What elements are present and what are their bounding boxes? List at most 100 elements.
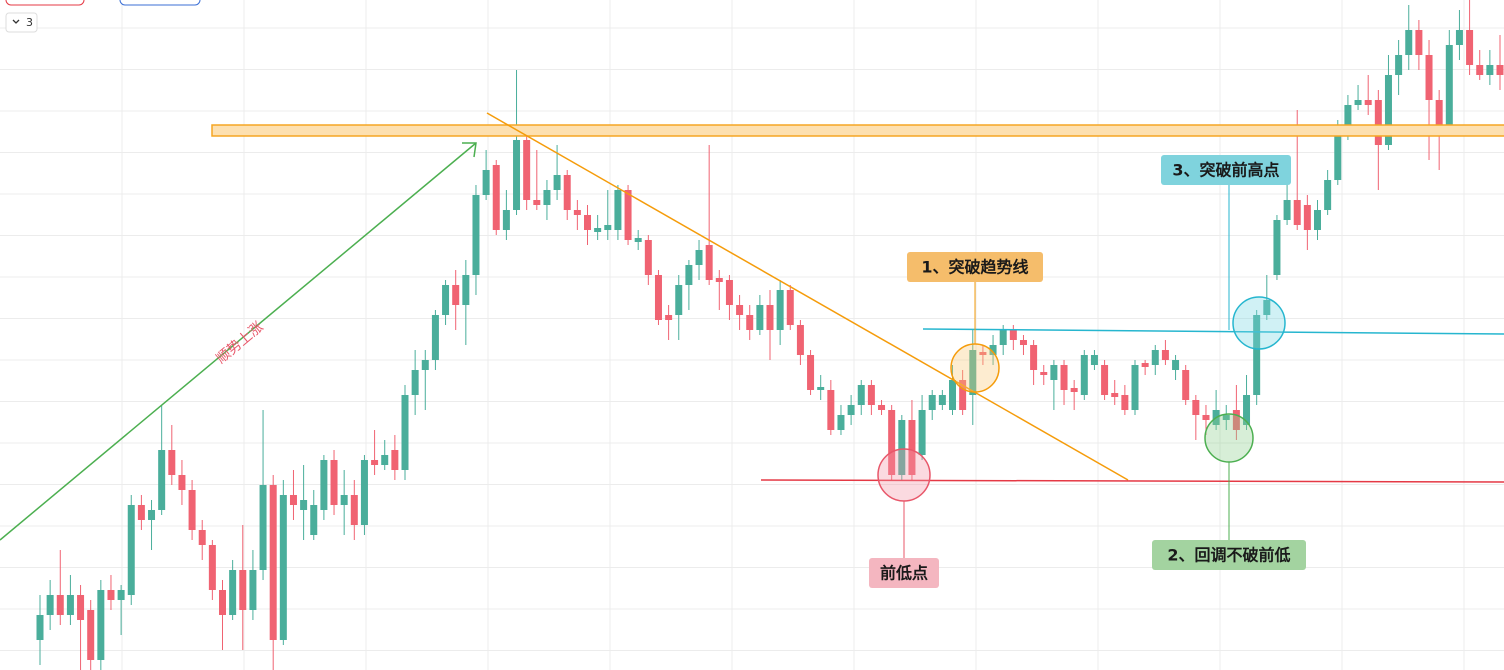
candle-body [766, 305, 774, 330]
candle-body [604, 225, 612, 230]
candle-body [1141, 363, 1149, 367]
candle-body [644, 240, 652, 275]
candle-body [867, 385, 875, 405]
candle-body [1101, 365, 1109, 395]
candle-body [533, 200, 541, 205]
candle-body [908, 420, 916, 475]
candle-body [1040, 372, 1048, 375]
candle-body [1192, 400, 1200, 415]
candle-body [837, 415, 845, 430]
candle-body [634, 238, 642, 242]
candle-body [492, 165, 500, 230]
candle-body [127, 505, 135, 595]
candle-body [381, 455, 389, 465]
candle-body [989, 345, 997, 355]
candle-body [1182, 370, 1190, 400]
candle-body [472, 195, 480, 275]
candle-body [695, 250, 703, 265]
low-circle [877, 448, 931, 502]
button[interactable] [119, 0, 201, 6]
candle-body [654, 275, 662, 320]
candle-body [148, 510, 156, 520]
candle-body [442, 285, 450, 315]
candle-body [1111, 393, 1119, 397]
arrow-head [462, 142, 477, 158]
candle-body [1151, 350, 1159, 365]
candle-body [198, 530, 206, 545]
candle-body [847, 405, 855, 415]
candle-body [56, 595, 64, 615]
annotation: 3、突破前高点 [1172, 161, 1279, 180]
candle-body [330, 460, 338, 505]
candle-body [1455, 30, 1463, 45]
candle-body [391, 450, 399, 470]
candle-body [1334, 130, 1342, 180]
candle-body [1415, 30, 1423, 55]
candle-body [594, 228, 602, 232]
candle-body [979, 352, 987, 355]
pullback-circle [1204, 413, 1254, 463]
candle-body [725, 280, 733, 305]
candle-body [66, 595, 74, 615]
dropdown[interactable] [5, 12, 38, 33]
candle-body [1476, 65, 1484, 75]
candle-body [786, 290, 794, 325]
candle-body [878, 405, 886, 410]
candle-body [1202, 415, 1210, 420]
annotation: 前低点 [880, 564, 928, 583]
candle-body [959, 380, 967, 410]
candle-body [796, 325, 804, 355]
candle-body [1172, 360, 1180, 370]
candle-body [431, 315, 439, 360]
candle-body [87, 610, 95, 660]
candle-body [1222, 415, 1230, 420]
high-circle [1232, 296, 1286, 350]
candle-body [1121, 395, 1129, 410]
candle-body [1324, 180, 1332, 210]
candle-body [36, 615, 44, 640]
candle-body [573, 210, 581, 215]
candle-body [1080, 355, 1088, 395]
uptrend-arrow [0, 142, 477, 541]
candle-body [462, 275, 470, 305]
candle-body [624, 190, 632, 240]
candle-body [1131, 365, 1139, 410]
candle-body [543, 190, 551, 205]
candle-body [553, 175, 561, 190]
candle-body [1354, 100, 1362, 105]
candle-body [675, 285, 683, 315]
candle-body [1314, 210, 1321, 230]
candle-body [999, 330, 1007, 345]
candle-body [401, 395, 409, 470]
candle-body [807, 355, 815, 390]
candle-body [1466, 30, 1474, 65]
button[interactable] [5, 0, 85, 6]
candle-body [452, 285, 460, 305]
candle-body [888, 410, 896, 475]
candle-body [107, 590, 115, 600]
candle-body [1496, 65, 1504, 75]
candle-body [1243, 395, 1251, 425]
toolbar: 3 [5, 0, 201, 33]
candle-body [1232, 410, 1240, 430]
candle-body [421, 360, 429, 370]
candle-body [229, 570, 237, 615]
candle-body [1263, 300, 1271, 315]
label-box [1161, 155, 1291, 185]
candle-body [117, 590, 125, 600]
candle-body [502, 210, 510, 230]
candle-body [1395, 55, 1403, 75]
candle-body [918, 410, 926, 455]
candle-body [1070, 388, 1078, 392]
candle-body [614, 190, 622, 230]
candle-body [1253, 315, 1261, 395]
candle-body [746, 315, 754, 330]
drawings: 1、突破趋势线 前低点 2、回调不破前低 3、突破前高点 顺势上涨 [0, 112, 1504, 588]
candle-body [705, 245, 713, 280]
candle-body [168, 450, 176, 475]
candle-body [77, 595, 85, 620]
candle-body [158, 450, 166, 510]
candle-body [513, 140, 521, 210]
